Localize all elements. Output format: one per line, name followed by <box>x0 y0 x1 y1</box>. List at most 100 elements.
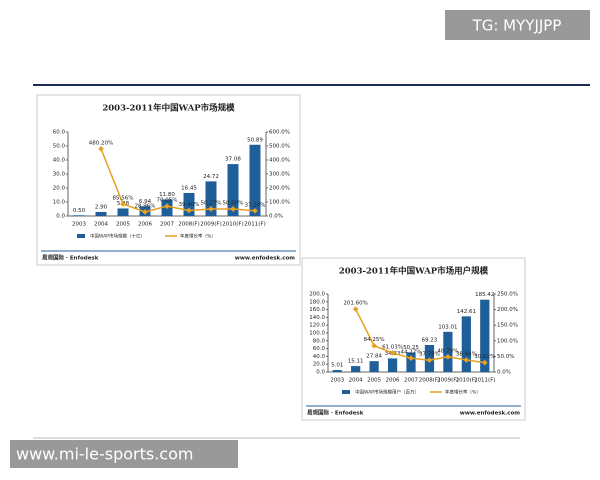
y2-tick-label: 600.0% <box>269 130 290 136</box>
bar <box>332 370 342 372</box>
chart-title: 2003-2011年中国WAP市场规模 <box>102 103 235 114</box>
bar <box>73 215 85 216</box>
footer-right: www.enfodesk.com <box>460 411 521 417</box>
bar <box>205 181 217 216</box>
y2-tick-label: 100.0% <box>269 200 290 206</box>
line-marker <box>98 145 104 152</box>
footer-left: 易观国际 · Enfodesk <box>306 409 364 417</box>
y2-tick-label: 200.0% <box>497 307 518 313</box>
bar <box>95 211 107 216</box>
watermark: www.mi-le-sports.com <box>16 445 193 464</box>
y-tick-label: 40.0 <box>53 158 66 164</box>
watermark: TG: MYYJJPP <box>472 17 562 35</box>
y2-tick-label: 0.0% <box>269 214 283 220</box>
line-marker <box>352 306 359 312</box>
bar <box>249 144 261 216</box>
x-tick-label: 2007 <box>160 222 174 228</box>
data-label: 30.02% <box>474 354 495 360</box>
data-label: 38.44% <box>456 352 477 358</box>
data-label: 84.25% <box>364 337 385 343</box>
y-tick-label: 0.0 <box>316 370 325 376</box>
data-label: 0.50 <box>73 208 86 214</box>
data-label: 61.03% <box>382 344 403 350</box>
y2-tick-label: 500.0% <box>269 144 290 150</box>
bar <box>480 299 490 372</box>
footer-left: 易观国际 · Enfodesk <box>41 254 99 262</box>
y2-tick-label: 0.0% <box>497 370 511 376</box>
x-tick-label: 2010(F) <box>456 378 477 384</box>
line-marker <box>408 355 414 362</box>
bar <box>117 208 129 216</box>
y-tick-label: 160.0 <box>309 307 325 313</box>
y-tick-label: 80.0 <box>313 338 326 344</box>
y-tick-label: 100.0 <box>309 331 325 337</box>
x-tick-label: 2009(F) <box>200 222 221 228</box>
chart-frame <box>36 94 301 266</box>
line-marker <box>164 203 170 210</box>
y-tick-label: 20.0 <box>313 362 326 368</box>
bar <box>461 316 471 372</box>
y-tick-label: 30.0 <box>53 172 66 178</box>
y2-tick-label: 100.0% <box>497 338 518 344</box>
x-tick-label: 2011(F) <box>244 222 265 228</box>
x-tick-label: 2011(F) <box>474 378 495 384</box>
x-tick-label: 2004 <box>349 378 363 384</box>
data-label: 50.00% <box>223 201 244 207</box>
watermark-box <box>445 10 590 40</box>
y-tick-label: 40.0 <box>313 354 326 360</box>
data-label: 480.20% <box>89 140 113 146</box>
x-tick-label: 2006 <box>386 378 400 384</box>
line-marker <box>371 342 377 349</box>
x-tick-label: 2008(F) <box>419 378 440 384</box>
y2-tick-label: 150.0% <box>497 323 518 329</box>
x-tick-label: 2010(F) <box>222 222 243 228</box>
x-tick-label: 2004 <box>94 222 108 228</box>
data-label: 69.23 <box>422 338 438 344</box>
data-label: 2.90 <box>95 204 108 210</box>
line-marker <box>252 207 258 214</box>
data-label: 44.27% <box>401 350 422 356</box>
bar <box>227 164 239 216</box>
y-tick-label: 0.0 <box>56 214 65 220</box>
y-tick-label: 180.0 <box>309 299 325 305</box>
y-tick-label: 20.0 <box>53 186 66 192</box>
y2-tick-label: 400.0% <box>269 158 290 164</box>
y2-tick-label: 300.0% <box>269 172 290 178</box>
data-label: 24.72 <box>203 174 219 180</box>
data-label: 37.08 <box>225 157 241 163</box>
x-tick-label: 2003 <box>330 378 344 384</box>
bar <box>351 366 361 372</box>
bar <box>443 331 453 372</box>
data-label: 50.89 <box>247 137 263 143</box>
y-tick-label: 10.0 <box>53 200 66 206</box>
data-label: 103.01 <box>438 324 457 330</box>
line-marker <box>142 209 148 215</box>
data-label: 70.05% <box>157 198 178 204</box>
y2-tick-label: 250.0% <box>497 292 518 298</box>
line <box>354 308 485 364</box>
legend-swatch <box>77 234 85 238</box>
y-tick-label: 60.0 <box>53 130 66 136</box>
data-label: 6.94 <box>139 199 152 205</box>
x-tick-label: 2005 <box>367 378 381 384</box>
line-marker <box>120 201 126 207</box>
data-label: 39.40% <box>179 202 200 208</box>
y-tick-label: 140.0 <box>309 315 325 321</box>
y-tick-label: 200.0 <box>309 292 325 298</box>
footer-right: www.enfodesk.com <box>235 256 296 262</box>
x-tick-label: 2009(F) <box>437 378 458 384</box>
legend-label: 中国WAP市场规模用户（百万） <box>355 389 419 396</box>
data-label: 48.79% <box>437 348 458 354</box>
data-label: 37.24% <box>245 202 266 208</box>
x-tick-label: 2005 <box>116 222 130 228</box>
data-label: 142.61 <box>457 309 476 315</box>
line-marker <box>481 359 488 366</box>
bar <box>183 192 195 216</box>
line <box>100 148 256 213</box>
legend-label: 年度增长率（%） <box>180 233 216 240</box>
y2-tick-label: 200.0% <box>269 186 290 192</box>
bar <box>406 352 416 372</box>
data-label: 185.42 <box>475 292 494 298</box>
y2-tick-label: 50.0% <box>497 354 514 360</box>
watermark-box <box>10 440 238 468</box>
